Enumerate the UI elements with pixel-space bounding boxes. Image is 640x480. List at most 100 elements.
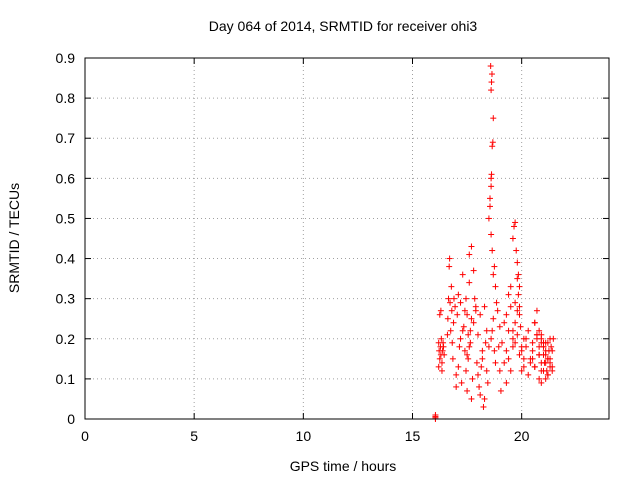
data-point: [501, 359, 508, 366]
data-point: [505, 327, 512, 334]
data-point: [544, 371, 551, 378]
data-point: [512, 219, 519, 226]
data-point: [465, 355, 472, 362]
data-point: [485, 343, 492, 350]
data-point: [501, 319, 508, 326]
data-point: [444, 315, 451, 322]
data-point: [494, 307, 501, 314]
y-tick-label: 0: [67, 411, 75, 427]
data-point: [503, 347, 510, 354]
data-point: [507, 367, 514, 374]
data-point: [518, 367, 525, 374]
y-tick-label: 0.6: [56, 170, 76, 186]
data-point: [464, 387, 471, 394]
data-point: [493, 299, 500, 306]
data-point: [514, 307, 521, 314]
data-point: [496, 323, 503, 330]
data-point: [476, 383, 483, 390]
data-point: [457, 299, 464, 306]
data-point: [509, 343, 516, 350]
x-tick-label: 15: [405, 428, 421, 444]
label-layer: 0 0.1 0.2 0.3 0.4 0.5 0.6 0.7 0.8 0.9 0 5 10 15 20: [56, 50, 530, 444]
data-point: [444, 331, 451, 338]
data-point: [499, 339, 506, 346]
data-point: [446, 255, 453, 262]
data-point: [495, 343, 502, 350]
data-point: [436, 355, 443, 362]
data-point: [536, 327, 543, 334]
data-point: [497, 387, 504, 394]
data-point: [491, 263, 498, 270]
data-point: [533, 307, 540, 314]
data-point: [520, 355, 527, 362]
data-point: [458, 379, 465, 386]
data-point: [480, 403, 487, 410]
data-point: [453, 383, 460, 390]
data-point: [488, 231, 495, 238]
data-point: [523, 335, 530, 342]
data-point: [529, 339, 536, 346]
data-point: [470, 267, 477, 274]
x-axis-title: GPS time / hours: [290, 458, 397, 474]
data-point: [490, 115, 497, 122]
data-point: [517, 323, 524, 330]
data-point: [452, 303, 459, 310]
data-point: [435, 363, 442, 370]
data-point: [449, 339, 456, 346]
plot-frame: [84, 57, 610, 420]
data-point: [489, 327, 496, 334]
data-point: [470, 319, 477, 326]
data-point: [465, 331, 472, 338]
data-point: [549, 363, 556, 370]
y-tick-label: 0.9: [56, 50, 76, 66]
data-point: [505, 291, 512, 298]
data-point: [531, 363, 538, 370]
data-point: [496, 367, 503, 374]
data-point: [446, 263, 453, 270]
data-point: [466, 343, 473, 350]
data-point: [542, 375, 549, 382]
y-tick-label: 0.4: [56, 251, 76, 267]
y-tick-label: 0.7: [56, 130, 76, 146]
data-point: [512, 339, 519, 346]
data-point: [503, 311, 510, 318]
data-point: [469, 375, 476, 382]
data-point: [512, 299, 519, 306]
data-point: [450, 319, 457, 326]
data-point: [540, 367, 547, 374]
data-point: [536, 375, 543, 382]
data-point: [466, 251, 473, 258]
data-point: [540, 351, 547, 358]
data-point: [489, 247, 496, 254]
data-point: [447, 299, 454, 306]
data-point: [488, 171, 495, 178]
data-point: [483, 367, 490, 374]
data-point: [491, 347, 498, 354]
data-point: [461, 347, 468, 354]
data-point: [518, 347, 525, 354]
data-point: [542, 359, 549, 366]
y-tick-label: 0.1: [56, 371, 76, 387]
data-point: [514, 259, 521, 266]
data-point: [515, 291, 522, 298]
data-point: [464, 351, 471, 358]
data-point: [514, 275, 521, 282]
data-point: [459, 271, 466, 278]
data-point: [445, 295, 452, 302]
data-point: [478, 363, 485, 370]
data-point: [461, 307, 468, 314]
data-point: [487, 63, 494, 70]
data-point: [548, 343, 555, 350]
data-point: [471, 295, 478, 302]
data-point: [488, 335, 495, 342]
y-tick-label: 0.8: [56, 90, 76, 106]
data-point: [455, 363, 462, 370]
data-point: [516, 303, 523, 310]
data-point: [509, 235, 516, 242]
data-point: [516, 283, 523, 290]
data-point: [488, 79, 495, 86]
data-point: [475, 371, 481, 378]
data-point: [511, 223, 518, 230]
data-point: [531, 319, 538, 326]
